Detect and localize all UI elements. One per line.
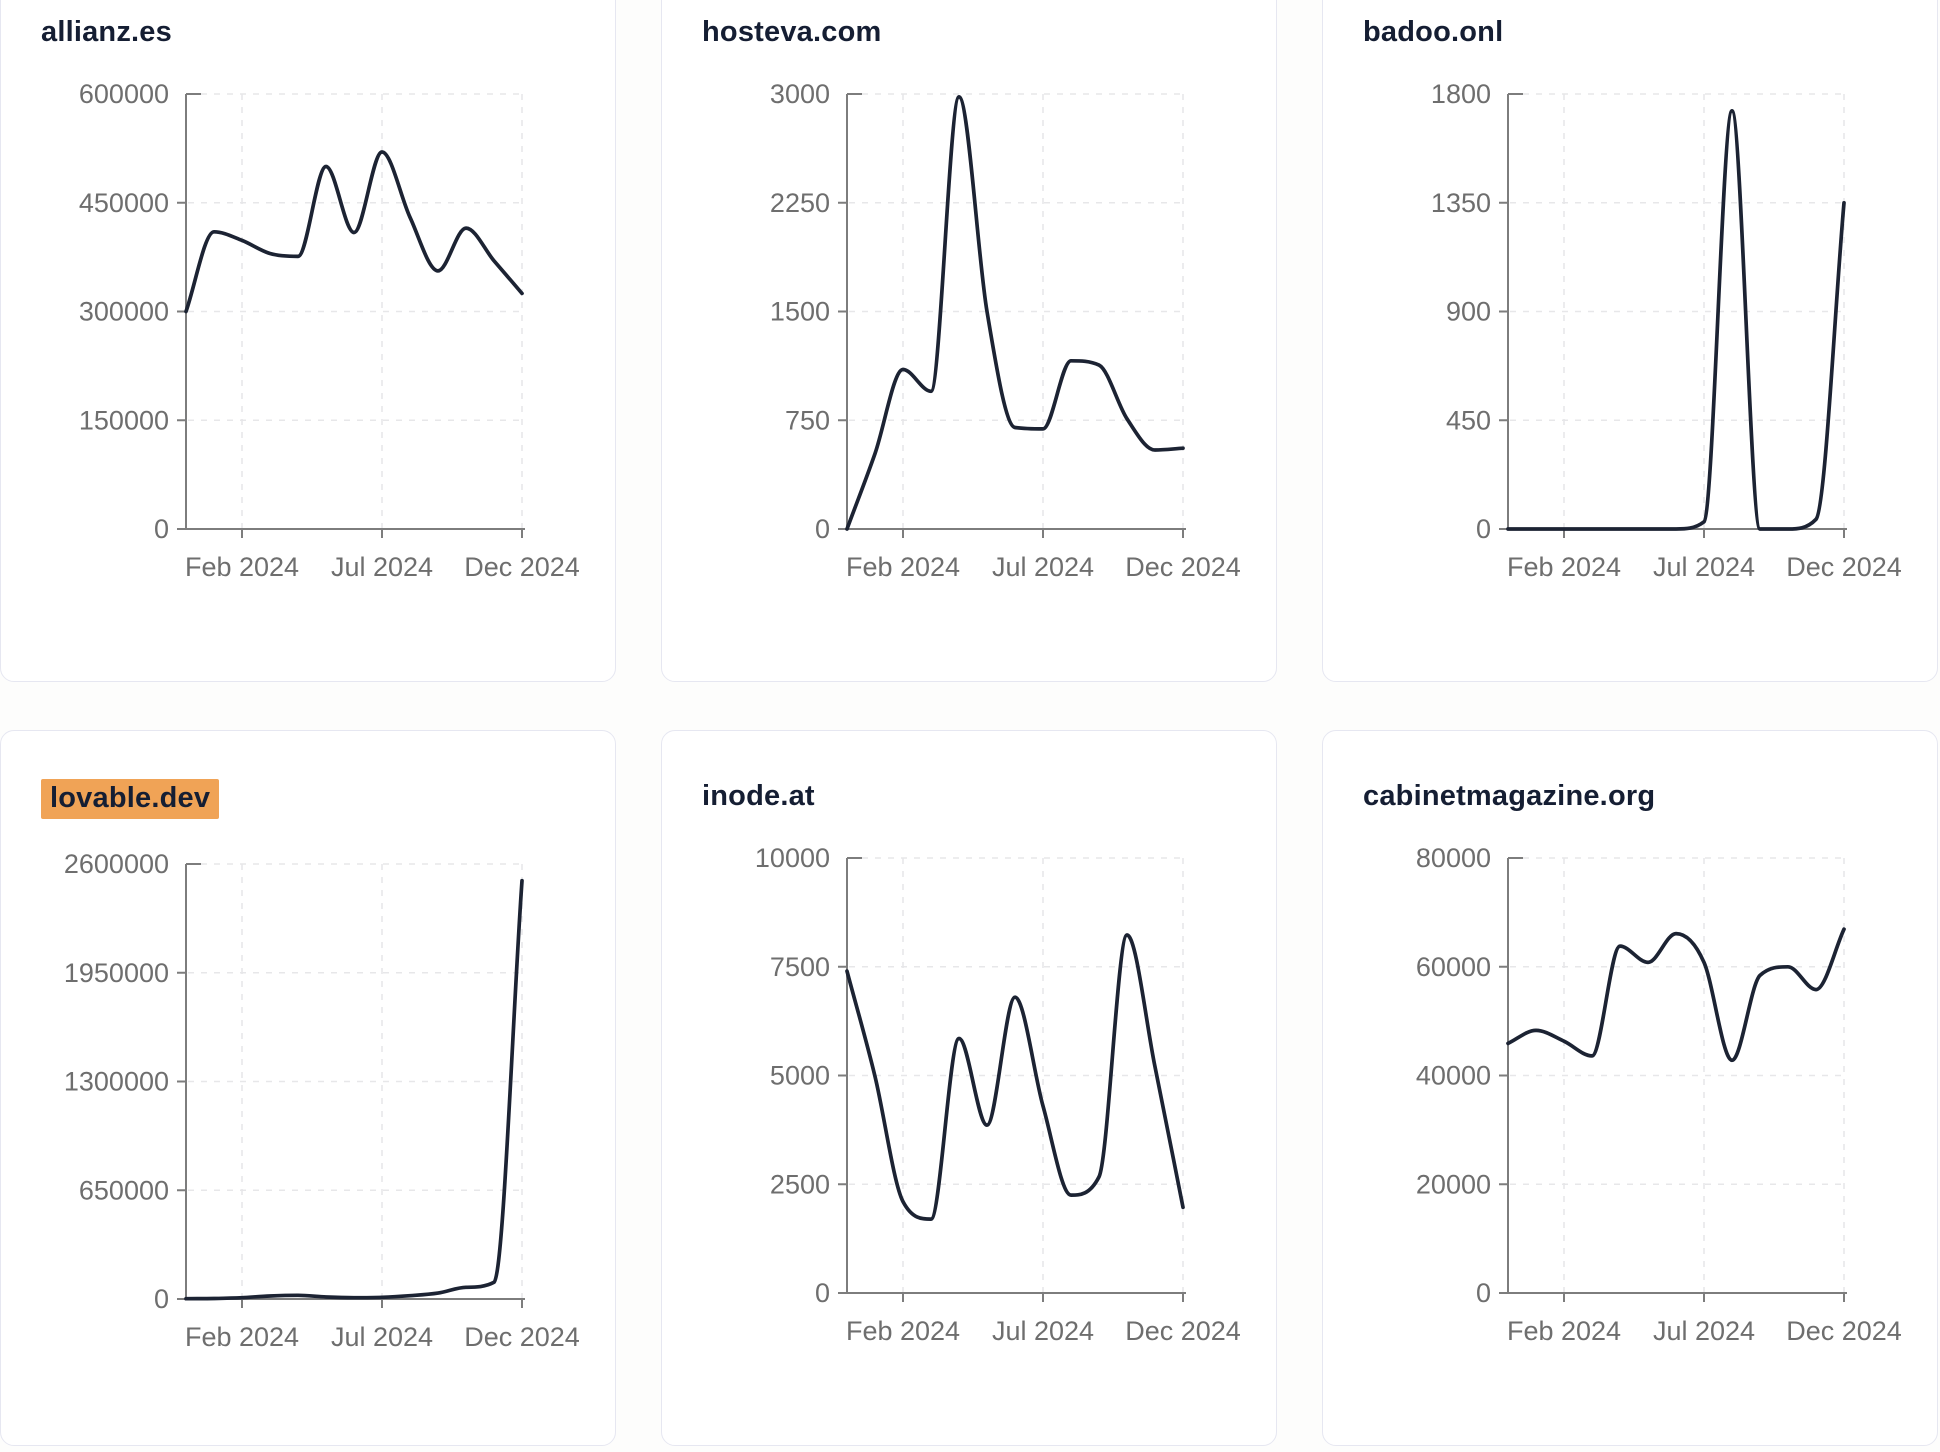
y-tick-label: 3000 xyxy=(770,79,830,109)
y-tick-label: 650000 xyxy=(79,1175,169,1205)
y-tick-label: 600000 xyxy=(79,79,169,109)
domain-name: inode.at xyxy=(702,780,815,812)
domain-name: hosteva.com xyxy=(702,16,882,48)
x-tick-label: Dec 2024 xyxy=(1125,1316,1241,1346)
y-tick-label: 0 xyxy=(154,1284,169,1314)
y-tick-label: 7500 xyxy=(770,952,830,982)
x-tick-label: Jul 2024 xyxy=(1653,552,1755,582)
y-tick-label: 0 xyxy=(1476,514,1491,544)
chart-title: allianz.es xyxy=(41,15,615,49)
x-tick-label: Dec 2024 xyxy=(1125,552,1241,582)
y-tick-label: 40000 xyxy=(1416,1061,1491,1091)
y-tick-label: 0 xyxy=(815,1278,830,1308)
y-tick-label: 450 xyxy=(1446,405,1491,435)
y-tick-label: 1500 xyxy=(770,297,830,327)
x-tick-label: Dec 2024 xyxy=(464,552,580,582)
y-tick-label: 1950000 xyxy=(64,958,169,988)
trend-chart: 0 2500 5000 7500 10000 Feb 2024 Jul 2024 Dec 20… xyxy=(755,843,1241,1346)
y-tick-label: 450000 xyxy=(79,188,169,218)
trend-chart: 0 650000 1300000 1950000 2600000 Feb 2024 Jul … xyxy=(64,849,580,1352)
x-tick-label: Dec 2024 xyxy=(464,1322,580,1352)
y-tick-label: 80000 xyxy=(1416,843,1491,873)
y-tick-label: 300000 xyxy=(79,297,169,327)
x-tick-label: Feb 2024 xyxy=(1507,552,1621,582)
x-tick-label: Jul 2024 xyxy=(1653,1316,1755,1346)
domain-name: allianz.es xyxy=(41,16,172,48)
chart-title: badoo.onl xyxy=(1363,15,1937,49)
chart-card: lovable.dev 0 650000 1300000 1950000 2600000… xyxy=(0,730,616,1446)
y-tick-label: 20000 xyxy=(1416,1169,1491,1199)
x-tick-label: Feb 2024 xyxy=(185,552,299,582)
y-tick-label: 1300000 xyxy=(64,1067,169,1097)
trend-line xyxy=(1506,109,1846,531)
x-tick-label: Jul 2024 xyxy=(331,552,433,582)
x-tick-label: Dec 2024 xyxy=(1786,1316,1902,1346)
trend-line xyxy=(845,933,1185,1221)
trend-chart: 0 450 900 1350 1800 Feb 2024 Jul 2024 Dec 2024 xyxy=(1431,79,1902,582)
x-tick-label: Jul 2024 xyxy=(992,552,1094,582)
y-tick-label: 150000 xyxy=(79,405,169,435)
y-tick-label: 750 xyxy=(785,405,830,435)
trend-chart: 0 150000 300000 450000 600000 Feb 2024 Jul 202… xyxy=(79,79,580,582)
chart-title: hosteva.com xyxy=(702,15,1276,49)
x-tick-label: Jul 2024 xyxy=(992,1316,1094,1346)
chart-card: badoo.onl 0 450 900 1350 1800 Feb 2024 Jul 202… xyxy=(1322,0,1938,682)
trend-chart: 0 20000 40000 60000 80000 Feb 2024 Jul 2024 Dec… xyxy=(1416,843,1902,1346)
x-tick-label: Dec 2024 xyxy=(1786,552,1902,582)
chart-title: lovable.dev xyxy=(41,779,615,819)
y-tick-label: 1350 xyxy=(1431,188,1491,218)
x-tick-label: Feb 2024 xyxy=(1507,1316,1621,1346)
chart-card: cabinetmagazine.org 0 20000 40000 60000 8000… xyxy=(1322,730,1938,1446)
y-tick-label: 900 xyxy=(1446,297,1491,327)
domain-name-highlighted: lovable.dev xyxy=(41,779,220,819)
domain-name: badoo.onl xyxy=(1363,16,1504,48)
y-tick-label: 0 xyxy=(815,514,830,544)
chart-title: cabinetmagazine.org xyxy=(1363,779,1937,813)
trend-line xyxy=(184,150,524,314)
y-tick-label: 2250 xyxy=(770,188,830,218)
y-tick-label: 2500 xyxy=(770,1169,830,1199)
y-tick-label: 0 xyxy=(1476,1278,1491,1308)
trend-line xyxy=(184,878,524,1301)
y-tick-label: 0 xyxy=(154,514,169,544)
x-tick-label: Feb 2024 xyxy=(185,1322,299,1352)
y-tick-label: 1800 xyxy=(1431,79,1491,109)
y-tick-label: 60000 xyxy=(1416,952,1491,982)
x-tick-label: Feb 2024 xyxy=(846,1316,960,1346)
trend-line xyxy=(1506,927,1846,1063)
x-tick-label: Feb 2024 xyxy=(846,552,960,582)
domain-name: cabinetmagazine.org xyxy=(1363,780,1656,812)
x-tick-label: Jul 2024 xyxy=(331,1322,433,1352)
y-tick-label: 5000 xyxy=(770,1061,830,1091)
chart-card: hosteva.com 0 750 1500 2250 3000 Feb 2024 Jul … xyxy=(661,0,1277,682)
chart-card: inode.at 0 2500 5000 7500 10000 Feb 2024 Jul 2… xyxy=(661,730,1277,1446)
y-tick-label: 2600000 xyxy=(64,849,169,879)
chart-title: inode.at xyxy=(702,779,1276,813)
chart-card: allianz.es 0 150000 300000 450000 600000 Feb … xyxy=(0,0,616,682)
y-tick-label: 10000 xyxy=(755,843,830,873)
trend-line xyxy=(845,95,1185,531)
trend-chart: 0 750 1500 2250 3000 Feb 2024 Jul 2024 Dec 2024 xyxy=(770,79,1241,582)
